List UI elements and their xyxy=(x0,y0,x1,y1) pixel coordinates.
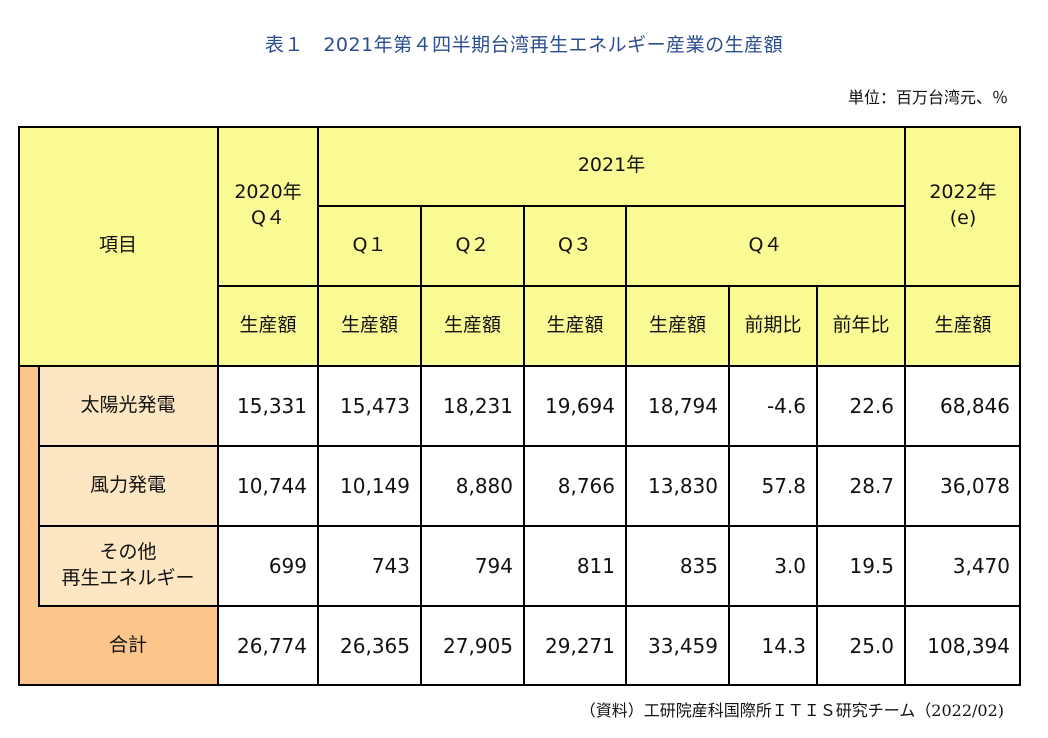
table-cell: 33,459 xyxy=(626,606,729,686)
header-2020-quarter: Q４ xyxy=(251,207,285,229)
table-cell: 57.8 xyxy=(729,446,817,526)
table-cell: 22.6 xyxy=(817,366,905,446)
table-cell: 10,149 xyxy=(318,446,421,526)
header-q2-label: Q２ xyxy=(455,234,490,257)
grid-line xyxy=(38,605,1021,607)
row-label-line1: 合計 xyxy=(108,634,147,657)
table-cell: 26,365 xyxy=(318,606,421,686)
header-q1: Q１ xyxy=(318,206,421,286)
table-cell: 28.7 xyxy=(817,446,905,526)
header-measure-label: 生産額 xyxy=(546,314,604,337)
grid-line xyxy=(218,285,1021,287)
header-measure: 生産額 xyxy=(905,286,1021,366)
table-cell: 8,880 xyxy=(421,446,524,526)
header-measure-label: 生産額 xyxy=(648,314,706,337)
table-cell: 15,331 xyxy=(218,366,318,446)
grid-line xyxy=(420,206,422,686)
table-cell: 18,231 xyxy=(421,366,524,446)
header-q3: Q３ xyxy=(524,206,626,286)
table-cell: 19.5 xyxy=(817,526,905,606)
header-q3-label: Q３ xyxy=(558,234,592,257)
header-q4-label: Q４ xyxy=(748,234,783,257)
header-measure-label: 生産額 xyxy=(934,314,992,337)
grid-line xyxy=(18,365,1021,367)
row-label: その他再生エネルギー xyxy=(38,526,218,606)
header-measure: 生産額 xyxy=(421,286,524,366)
header-q2: Q２ xyxy=(421,206,524,286)
table-cell: 18,794 xyxy=(626,366,729,446)
table-cell: 108,394 xyxy=(905,606,1021,686)
table-cell: 26,774 xyxy=(218,606,318,686)
table-cell: 19,694 xyxy=(524,366,626,446)
header-measure-label: 生産額 xyxy=(340,314,398,337)
grid-line xyxy=(38,445,1021,447)
grid-line xyxy=(904,126,906,686)
table-cell: 15,473 xyxy=(318,366,421,446)
header-measure-label: 生産額 xyxy=(239,314,297,337)
table-cell: 699 xyxy=(218,526,318,606)
category-strip xyxy=(18,366,38,686)
header-2021-label: 2021年 xyxy=(577,154,646,177)
table-cell: 811 xyxy=(524,526,626,606)
table-title: 表１ 2021年第４四半期台湾再生エネルギー産業の生産額 xyxy=(264,34,784,56)
header-qoq: 前期比 xyxy=(729,286,817,366)
table-cell: 25.0 xyxy=(817,606,905,686)
grid-line xyxy=(728,286,730,686)
header-qoq-label: 前期比 xyxy=(744,314,802,337)
row-label: 合計 xyxy=(38,606,218,686)
production-table: 項目 2020年 Q４ 2021年 2022年 (e) Q１ Q２ Q３ Q４ … xyxy=(18,126,1021,686)
table-cell: 3.0 xyxy=(729,526,817,606)
grid-line xyxy=(38,366,40,606)
header-measure: 生産額 xyxy=(524,286,626,366)
row-label-line2: 再生エネルギー xyxy=(61,567,195,589)
table-cell: 68,846 xyxy=(905,366,1021,446)
header-2020-year: 2020年 xyxy=(234,181,302,204)
table-cell: 14.3 xyxy=(729,606,817,686)
header-2021: 2021年 xyxy=(318,126,905,206)
header-2022-estimate: (e) xyxy=(949,207,977,229)
table-cell: 29,271 xyxy=(524,606,626,686)
table-cell: 27,905 xyxy=(421,606,524,686)
table-cell: 835 xyxy=(626,526,729,606)
header-measure: 生産額 xyxy=(626,286,729,366)
grid-line xyxy=(38,525,1021,527)
grid-line xyxy=(317,126,319,686)
row-label-line1: 風力発電 xyxy=(89,474,166,497)
unit-note: 単位：百万台湾元、％ xyxy=(847,88,1008,107)
table-cell: 36,078 xyxy=(905,446,1021,526)
header-item: 項目 xyxy=(18,126,218,366)
table-cell: 10,744 xyxy=(218,446,318,526)
header-measure: 生産額 xyxy=(218,286,318,366)
table-cell: 743 xyxy=(318,526,421,606)
row-label-line1: その他 xyxy=(99,541,157,564)
grid-line xyxy=(318,205,905,207)
header-item-label: 項目 xyxy=(98,234,137,257)
header-yoy-label: 前年比 xyxy=(832,314,890,337)
header-measure: 生産額 xyxy=(318,286,421,366)
row-label: 風力発電 xyxy=(38,446,218,526)
table-cell: 794 xyxy=(421,526,524,606)
header-2022-year: 2022年 xyxy=(929,181,997,204)
table-cell: -4.6 xyxy=(729,366,817,446)
row-label: 太陽光発電 xyxy=(38,366,218,446)
grid-line xyxy=(625,206,627,686)
header-yoy: 前年比 xyxy=(817,286,905,366)
row-label-line1: 太陽光発電 xyxy=(80,394,176,417)
table-cell: 13,830 xyxy=(626,446,729,526)
header-q4: Q４ xyxy=(626,206,905,286)
header-q1-label: Q１ xyxy=(352,234,387,257)
header-2020-q4: 2020年 Q４ xyxy=(218,126,318,286)
header-measure-label: 生産額 xyxy=(443,314,501,337)
table-cell: 3,470 xyxy=(905,526,1021,606)
grid-line xyxy=(816,286,818,686)
source-note: （資料）工研院産科国際所ＩＴＩＳ研究チーム（2022/02) xyxy=(579,701,1004,720)
grid-line xyxy=(217,126,219,686)
header-2022-e: 2022年 (e) xyxy=(905,126,1021,286)
grid-line xyxy=(523,206,525,686)
table-cell: 8,766 xyxy=(524,446,626,526)
